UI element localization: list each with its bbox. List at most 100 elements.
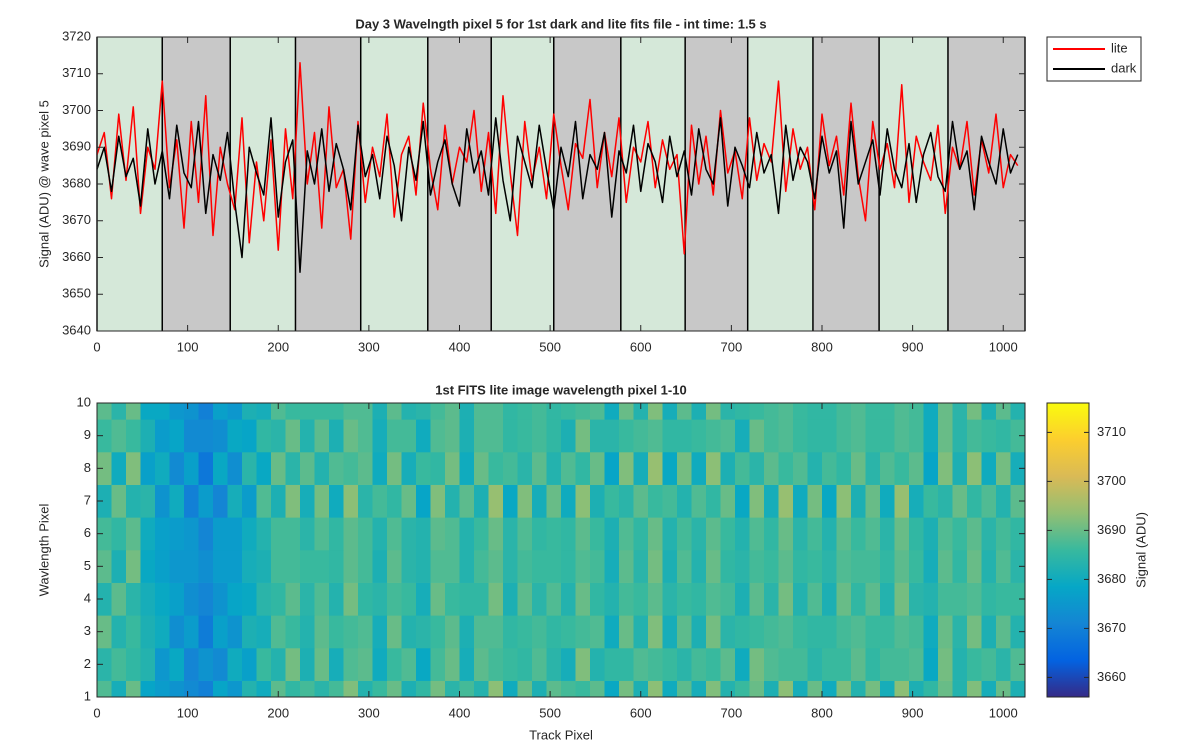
- x-tick-label: 400: [449, 339, 471, 354]
- heatmap-cell: [126, 550, 141, 583]
- heatmap-cell: [474, 582, 489, 616]
- heatmap-cell: [517, 550, 533, 583]
- heatmap-cell: [633, 680, 649, 698]
- heatmap-cell: [343, 680, 359, 698]
- heatmap-cell: [604, 517, 620, 551]
- heatmap-cell: [198, 517, 214, 551]
- y-tick-label: 6: [84, 525, 91, 540]
- heatmap-cell: [938, 550, 953, 583]
- heatmap-cell: [213, 452, 228, 485]
- heatmap-cell: [996, 419, 1011, 453]
- heatmap-cell: [213, 419, 228, 453]
- heatmap-cell: [140, 403, 156, 420]
- heatmap-cell: [126, 615, 141, 649]
- heatmap-cell: [387, 582, 402, 616]
- heatmap-cell: [372, 484, 388, 518]
- heatmap-cell: [387, 550, 402, 583]
- heatmap-cell: [546, 680, 562, 698]
- heatmap-cell: [416, 517, 431, 551]
- heatmap-cell: [1010, 648, 1026, 681]
- heatmap-cell: [474, 680, 489, 698]
- heatmap-cell: [184, 517, 199, 551]
- heatmap-cell: [532, 403, 547, 420]
- heatmap-cell: [981, 550, 997, 583]
- heatmap-cell: [532, 517, 547, 551]
- heatmap-cell: [619, 582, 634, 616]
- heatmap-cell: [111, 419, 127, 453]
- heatmap-cell: [416, 550, 431, 583]
- heatmap-cell: [517, 680, 533, 698]
- heatmap-cell: [445, 419, 460, 453]
- heatmap-cell: [416, 615, 431, 649]
- heatmap-cell: [387, 648, 402, 681]
- heatmap-cell: [97, 680, 112, 698]
- heatmap-cell: [227, 403, 243, 420]
- y-tick-label: 1: [84, 688, 91, 703]
- heatmap-cell: [764, 403, 779, 420]
- heatmap-cell: [749, 452, 765, 485]
- heatmap-cell: [561, 517, 576, 551]
- heatmap-cell: [300, 550, 315, 583]
- heatmap-cell: [590, 550, 605, 583]
- y-tick-label: 3650: [62, 286, 91, 301]
- heatmap-cell: [517, 517, 533, 551]
- heatmap-cell: [184, 680, 199, 698]
- heatmap-cell: [909, 582, 924, 616]
- heatmap-cell: [938, 680, 953, 698]
- heatmap-cell: [633, 648, 649, 681]
- heatmap-cell: [343, 452, 359, 485]
- heatmap-cell: [880, 517, 895, 551]
- heatmap-cell: [169, 517, 185, 551]
- heatmap-cell: [807, 550, 823, 583]
- heatmap-cell: [749, 680, 765, 698]
- heatmap-cell: [981, 680, 997, 698]
- heatmap-cell: [242, 484, 257, 518]
- axes-title: Day 3 Wavelngth pixel 5 for 1st dark and…: [355, 16, 766, 31]
- heatmap-cell: [909, 615, 924, 649]
- heatmap-cell: [503, 615, 518, 649]
- heatmap-cell: [604, 452, 620, 485]
- heatmap-cell: [952, 582, 968, 616]
- x-tick-label: 100: [177, 705, 199, 720]
- heatmap-cell: [358, 582, 373, 616]
- heatmap-cell: [517, 582, 533, 616]
- heatmap-cell: [213, 403, 228, 420]
- heatmap-cell: [387, 517, 402, 551]
- heatmap-cell: [677, 582, 692, 616]
- heatmap-cell: [184, 484, 199, 518]
- heatmap-cell: [126, 403, 141, 420]
- colorbar-tick-label: 3680: [1097, 571, 1126, 586]
- heatmap-cell: [271, 452, 286, 485]
- heatmap-cell: [213, 517, 228, 551]
- heatmap-cell: [430, 452, 446, 485]
- heatmap-cell: [851, 615, 866, 649]
- heatmap-cell: [996, 648, 1011, 681]
- colorbar-label: Signal (ADU): [1133, 512, 1148, 588]
- heatmap-cell: [764, 680, 779, 698]
- heatmap-cell: [880, 680, 895, 698]
- heatmap-cell: [691, 680, 707, 698]
- heatmap-cell: [503, 648, 518, 681]
- heatmap-cell: [474, 484, 489, 518]
- heatmap-cell: [677, 403, 692, 420]
- heatmap-cell: [140, 680, 156, 698]
- heatmap-cell: [604, 550, 620, 583]
- heatmap-cell: [1010, 403, 1026, 420]
- x-tick-label: 600: [630, 339, 652, 354]
- heatmap-cell: [720, 648, 736, 681]
- heatmap-cell: [749, 484, 765, 518]
- heatmap-cell: [271, 582, 286, 616]
- heatmap-cell: [329, 680, 344, 698]
- heatmap-cell: [996, 550, 1011, 583]
- heatmap-cell: [343, 550, 359, 583]
- heatmap-cell: [880, 550, 895, 583]
- heatmap-cell: [271, 517, 286, 551]
- heatmap-cell: [836, 582, 852, 616]
- heatmap-cell: [880, 582, 895, 616]
- heatmap-cell: [213, 648, 228, 681]
- x-tick-label: 300: [358, 339, 380, 354]
- heatmap-cell: [430, 484, 446, 518]
- heatmap-cell: [430, 419, 446, 453]
- heatmap-cell: [706, 517, 721, 551]
- heatmap-cell: [648, 517, 663, 551]
